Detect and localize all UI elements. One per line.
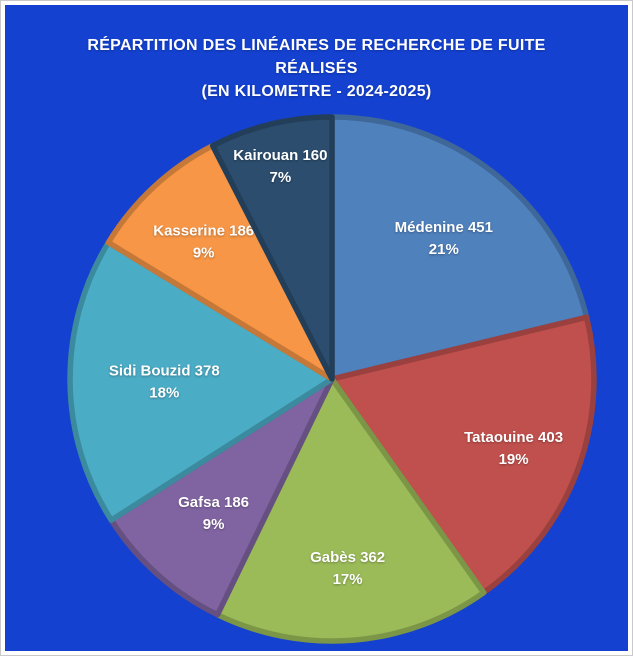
pie-slice-medenine — [329, 114, 590, 382]
chart-title: RÉPARTITION DES LINÉAIRES DE RECHERCHE D… — [1, 34, 632, 103]
slice-label-medenine: Médenine 451 21% — [395, 219, 493, 258]
chart-title-line-2: RÉALISÉS — [275, 60, 358, 77]
slice-label-sidi-bouzid: Sidi Bouzid 378 18% — [109, 363, 220, 402]
slice-label-kasserine: Kasserine 186 9% — [153, 223, 254, 262]
pie-slice-kasserine — [105, 142, 335, 382]
pie-slice-kairouan — [209, 114, 335, 382]
chart-title-line-1: RÉPARTITION DES LINÉAIRES DE RECHERCHE D… — [87, 37, 546, 54]
pie-slice-gafsa — [108, 376, 335, 618]
chart-title-line-3: (EN KILOMETRE - 2024-2025) — [201, 83, 432, 100]
pie-slice-sidi-bouzid — [67, 239, 335, 523]
slice-label-tataouine: Tataouine 403 19% — [464, 429, 563, 468]
slice-label-kairouan: Kairouan 160 7% — [233, 147, 327, 186]
slice-label-gafsa: Gafsa 186 9% — [178, 494, 249, 533]
pie-slice-tataouine — [329, 314, 597, 596]
slice-label-gabes: Gabès 362 17% — [310, 549, 385, 588]
pie-slice-gabes — [214, 376, 487, 644]
